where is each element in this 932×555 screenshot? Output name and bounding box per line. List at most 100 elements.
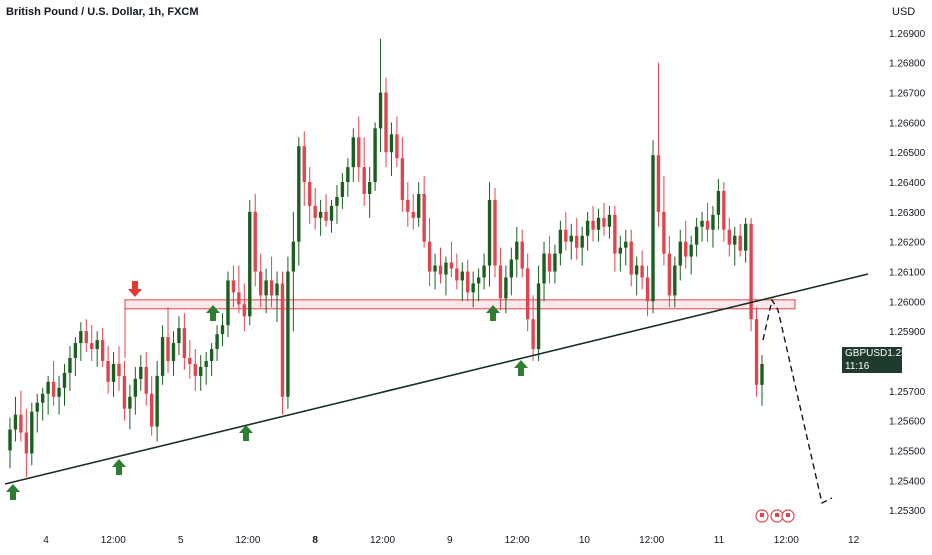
y-tick-label: 1.26700 — [889, 89, 926, 100]
x-tick-label: 12:00 — [101, 535, 126, 546]
candle-body — [171, 343, 176, 361]
price-tag-price: 1.25807 — [887, 348, 924, 359]
candle-body — [95, 340, 99, 350]
candle-body — [738, 235, 742, 251]
candle-body — [41, 393, 45, 403]
candle-body — [509, 259, 514, 278]
candle-body — [226, 280, 230, 326]
signal-arrows — [6, 281, 528, 500]
x-tick-label: 9 — [447, 535, 453, 546]
flag-icon — [781, 509, 795, 523]
candles — [8, 38, 764, 478]
candle-body — [476, 277, 481, 284]
candle-body — [46, 381, 50, 394]
candle-body — [166, 337, 170, 361]
candle-body — [308, 182, 312, 206]
up-arrow-icon — [486, 305, 500, 321]
candle-body — [318, 211, 323, 218]
x-tick-label: 12:00 — [235, 535, 260, 546]
candle-body — [417, 193, 421, 218]
candle-body — [553, 253, 557, 272]
candle-body — [340, 182, 345, 197]
candle-body — [313, 205, 317, 218]
candle-body — [253, 211, 257, 272]
candle-body — [280, 283, 285, 397]
candle-body — [133, 378, 138, 397]
candle-body — [346, 167, 350, 183]
x-tick-label: 12 — [848, 535, 860, 546]
candle-body — [231, 280, 236, 293]
candle-body — [242, 304, 247, 317]
candle-body — [90, 343, 94, 350]
price-tag-countdown: 11:16 — [845, 361, 870, 372]
candle-body — [57, 387, 61, 397]
candle-body — [248, 211, 252, 317]
candle-body — [487, 199, 492, 266]
candle-body — [525, 268, 530, 320]
candle-body — [215, 334, 219, 350]
candle-body — [155, 375, 159, 427]
price-tag: GBPUSD 1.25807 11:16 — [842, 347, 923, 373]
candle-body — [569, 235, 573, 242]
candle-body — [122, 375, 127, 409]
candle-body — [362, 167, 366, 194]
candle-body — [160, 337, 165, 376]
candle-body — [400, 158, 405, 200]
candle-body — [711, 214, 715, 230]
candle-body — [30, 411, 34, 454]
candle-body — [580, 235, 584, 248]
candle-body — [743, 223, 748, 251]
candle-body — [324, 211, 328, 221]
candle-body — [656, 155, 661, 212]
trendline-layer — [4, 273, 869, 505]
up-arrow-icon — [112, 459, 126, 475]
candle-body — [662, 211, 666, 254]
candle-body — [444, 262, 448, 275]
y-tick-label: 1.26400 — [889, 178, 926, 189]
candle-body — [760, 363, 764, 385]
candle-body — [351, 137, 355, 168]
candle-body — [84, 331, 88, 344]
candle-body — [62, 372, 67, 388]
resistance-zone-box — [124, 299, 796, 310]
candle-body — [19, 414, 23, 433]
candle-body — [722, 190, 726, 230]
candle-body — [705, 220, 710, 230]
y-tick-label: 1.26900 — [889, 29, 926, 40]
candle-body — [139, 366, 143, 379]
candle-body — [482, 265, 486, 278]
candle-body — [406, 199, 410, 212]
x-tick-label: 12:00 — [505, 535, 530, 546]
candle-body — [547, 253, 552, 272]
candle-body — [35, 402, 39, 412]
up-arrow-icon — [6, 484, 20, 500]
candle-body — [596, 217, 601, 230]
y-tick-label: 1.25400 — [889, 476, 926, 487]
projection-path — [762, 298, 833, 505]
candle-body — [564, 229, 568, 242]
candle-body — [640, 265, 644, 278]
x-tick-label: 12:00 — [370, 535, 395, 546]
candle-body — [689, 244, 693, 257]
candle-body — [117, 363, 121, 376]
candle-body — [182, 328, 187, 358]
candle-body — [449, 262, 454, 269]
candle-body — [749, 223, 753, 320]
y-tick-label: 1.26800 — [889, 59, 926, 70]
candle-body — [433, 265, 437, 272]
candle-body — [607, 214, 612, 227]
x-tick-label: 11 — [714, 535, 725, 546]
candle-body — [504, 277, 508, 299]
candle-body — [602, 217, 606, 227]
candle-body — [466, 271, 470, 293]
x-tick-label: 12:00 — [639, 535, 664, 546]
candle-body — [367, 182, 372, 194]
y-tick-label: 1.26300 — [889, 208, 926, 219]
candle-body — [733, 235, 737, 245]
x-tick-label: 5 — [178, 535, 184, 546]
candle-body — [667, 253, 672, 296]
y-tick-label: 1.26500 — [889, 148, 926, 159]
candle-body — [144, 366, 148, 394]
